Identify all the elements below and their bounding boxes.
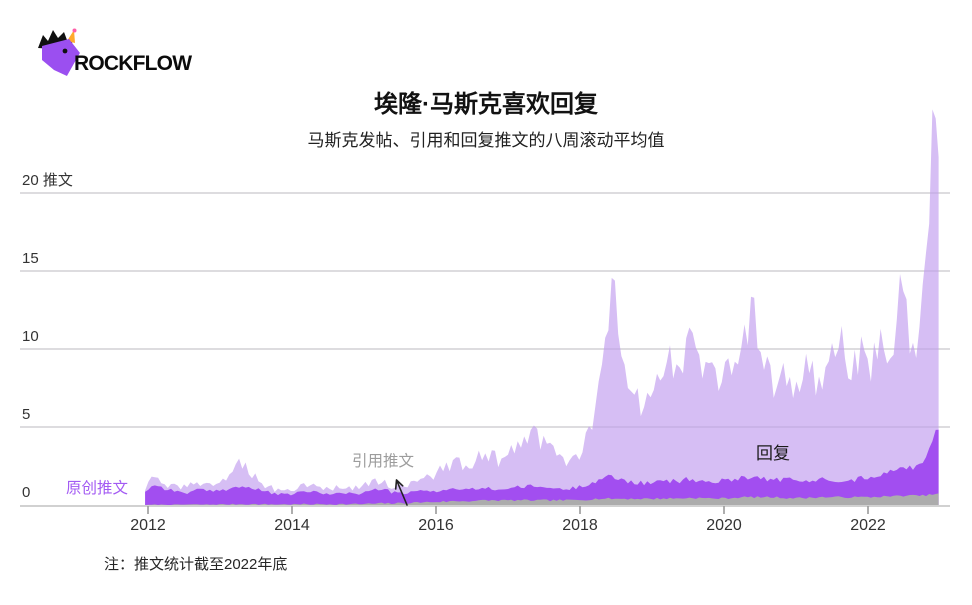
x-tick-label: 2018 — [562, 517, 598, 534]
y-tick-label: 0 — [22, 484, 30, 501]
unicorn-icon — [38, 28, 81, 76]
x-tick-label: 2020 — [706, 517, 742, 534]
brand-name: ROCKFLOW — [74, 52, 192, 75]
chart-title: 埃隆·马斯克喜欢回复 — [374, 91, 598, 118]
x-tick-label: 2012 — [130, 517, 166, 534]
quote-tweets-arrow — [394, 479, 408, 506]
annotation-original-tweets: 原创推文 — [66, 480, 129, 497]
y-tick-label: 15 — [22, 250, 39, 267]
area-quote-tweets — [145, 493, 939, 505]
brand-logo: ROCKFLOW — [34, 26, 192, 78]
y-tick-label: 5 — [22, 406, 30, 423]
x-tick-label: 2016 — [418, 517, 454, 534]
x-tick-label: 2022 — [850, 517, 886, 534]
annotation-replies: 回复 — [756, 444, 790, 463]
annotation-quote-tweets: 引用推文 — [352, 453, 415, 470]
x-tick-label: 2014 — [274, 517, 310, 534]
y-tick-label: 20 推文 — [22, 172, 73, 189]
chart-footnote: 注：推文统计截至2022年底 — [104, 556, 288, 573]
area-original-tweets — [145, 429, 939, 505]
area-replies — [145, 109, 939, 506]
chart-subtitle: 马斯克发帖、引用和回复推文的八周滚动平均值 — [307, 131, 665, 150]
y-tick-label: 10 — [22, 328, 39, 345]
